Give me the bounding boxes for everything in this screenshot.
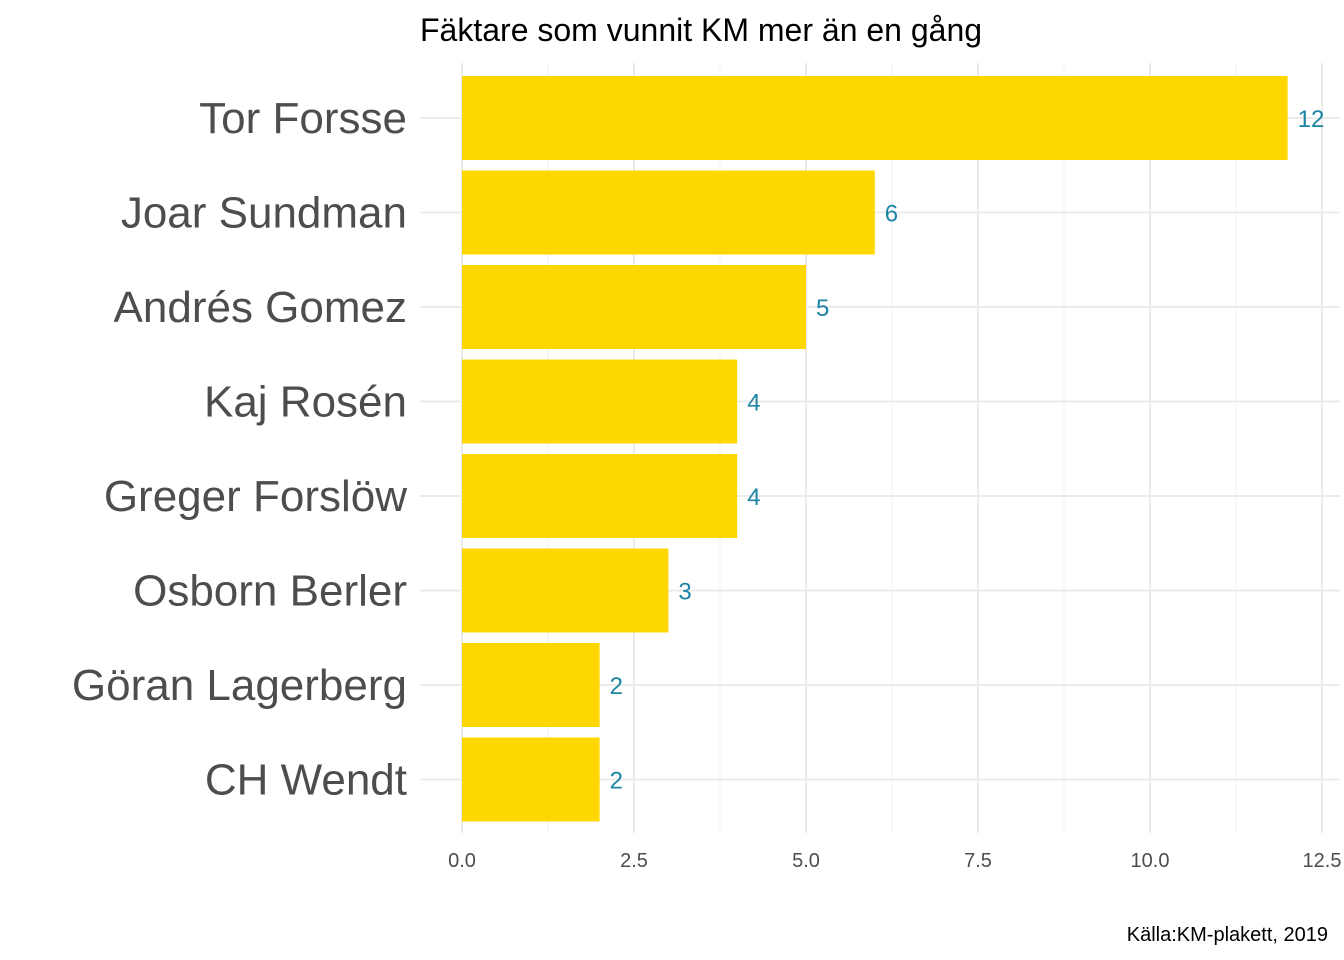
bar <box>462 265 806 349</box>
category-label: Andrés Gomez <box>114 283 407 332</box>
bar-value-label: 2 <box>610 768 623 795</box>
category-label: Göran Lagerberg <box>72 661 407 710</box>
bars-group: 12 6 5 4 4 3 2 2 <box>462 76 1324 822</box>
chart-caption: Källa:KM-plakett, 2019 <box>1127 924 1328 946</box>
bar-value-label: 4 <box>747 484 760 511</box>
bar <box>462 170 875 255</box>
bar <box>462 548 669 633</box>
category-label: Osborn Berler <box>133 567 407 616</box>
bar <box>462 359 738 444</box>
bar <box>462 454 738 538</box>
category-labels: Tor Forsse Joar Sundman Andrés Gomez Kaj Ro… <box>72 94 407 805</box>
category-label: CH Wendt <box>205 756 407 805</box>
bar-value-label: 6 <box>885 201 898 228</box>
x-tick-label: 2.5 <box>620 850 648 872</box>
bar <box>462 737 600 822</box>
bar <box>462 76 1288 160</box>
chart-title: Fäktare som vunnit KM mer än en gång <box>420 12 982 48</box>
category-label: Greger Forslöw <box>104 472 407 521</box>
bar <box>462 643 600 727</box>
bar-value-label: 4 <box>747 390 760 417</box>
x-tick-label: 10.0 <box>1131 850 1170 872</box>
category-label: Tor Forsse <box>199 94 407 143</box>
x-tick-label: 7.5 <box>964 850 992 872</box>
bar-value-label: 12 <box>1298 106 1325 133</box>
bar-value-label: 2 <box>610 673 623 700</box>
bar-value-label: 5 <box>816 295 829 322</box>
category-label: Kaj Rosén <box>204 378 407 427</box>
category-label: Joar Sundman <box>121 189 407 238</box>
x-axis-ticks: 0.0 2.5 5.0 7.5 10.0 12.5 <box>448 850 1341 872</box>
x-tick-label: 12.5 <box>1303 850 1342 872</box>
bar-value-label: 3 <box>678 579 691 606</box>
x-tick-label: 5.0 <box>792 850 820 872</box>
x-tick-label: 0.0 <box>448 850 476 872</box>
